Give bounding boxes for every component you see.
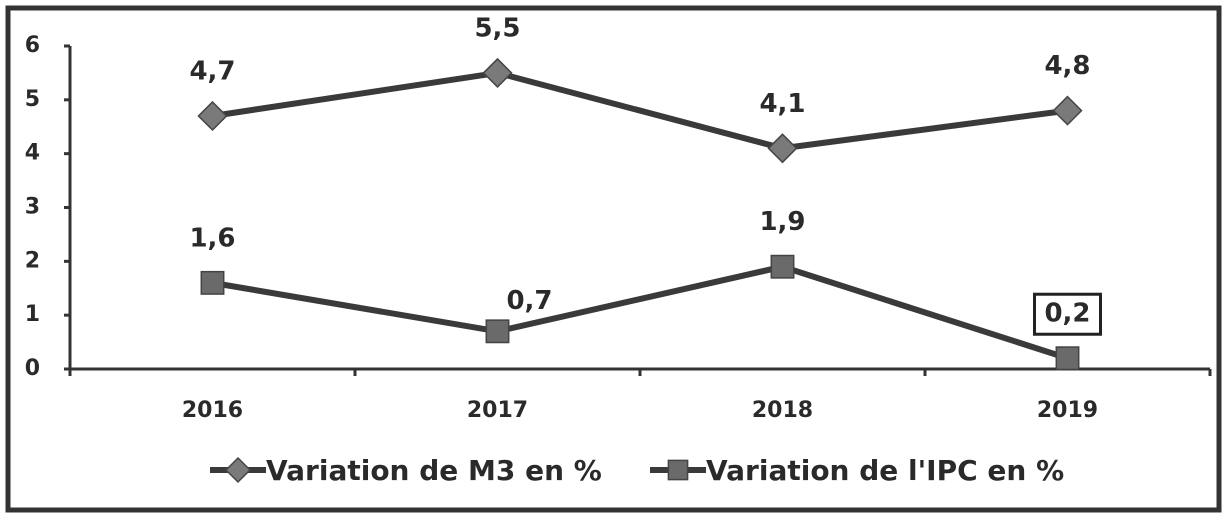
data-point: [197, 100, 228, 132]
data-point: [1052, 95, 1083, 126]
data-point: [482, 57, 513, 88]
data-label: 1,6: [189, 223, 235, 253]
legend-label: Variation de M3 en %: [266, 454, 602, 487]
data-point: [770, 254, 795, 279]
data-label-box: [1033, 292, 1102, 336]
series-line: [211, 263, 1069, 362]
y-tick-label: 1: [25, 302, 40, 327]
legend-marker: [667, 459, 689, 481]
data-point: [200, 270, 225, 295]
data-label: 1,9: [759, 207, 805, 237]
x-tick-label: 2018: [752, 398, 813, 423]
data-point: [767, 133, 798, 164]
x-tick-label: 2016: [182, 398, 243, 423]
data-point: [1055, 346, 1080, 371]
y-tick-label: 4: [25, 141, 40, 166]
legend-label: Variation de l'IPC en %: [706, 454, 1064, 487]
data-label: 4,8: [1044, 51, 1090, 81]
y-tick-label: 6: [25, 33, 40, 58]
legend-marker: [224, 456, 252, 484]
x-tick-label: 2019: [1037, 398, 1098, 423]
chart-frame: [5, 5, 1222, 513]
y-tick-label: 5: [25, 87, 40, 112]
y-tick-label: 0: [25, 356, 40, 381]
data-label: 4,1: [759, 89, 805, 119]
series-line: [212, 69, 1068, 152]
data-label: 4,7: [189, 56, 235, 86]
data-label: 0,2: [1044, 299, 1090, 329]
y-tick-label: 3: [25, 195, 40, 220]
data-label: 0,7: [506, 286, 552, 316]
x-tick-label: 2017: [467, 398, 528, 423]
data-point: [485, 319, 510, 344]
y-tick-label: 2: [25, 248, 40, 273]
data-label: 5,5: [474, 13, 520, 43]
